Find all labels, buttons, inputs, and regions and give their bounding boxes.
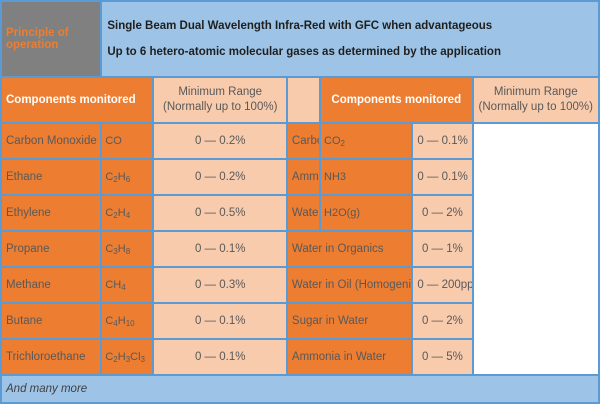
component-name: Propane [0,230,103,268]
component-range: 0 — 0.1% [411,122,474,160]
left-components-header: Components monitored [0,76,155,124]
component-name: Carbon Monoxide [0,122,103,160]
range-header-line2: (Normally up to 100%) [478,101,593,113]
principle-line-2: Up to 6 hetero-atomic molecular gases as… [107,46,501,58]
component-name: Water in Gases [285,194,322,232]
range-header-line2: (Normally up to 100%) [163,101,278,113]
footer-note: And many more [0,374,600,404]
component-name: Ammonia [285,158,322,196]
table-row: Trichloroethane C2H3Cl3 0 — 0.1% Ammonia in… [0,338,599,376]
component-range: 0 — 5% [411,338,474,376]
right-components-header: Components monitored [319,76,474,124]
component-name: Carbon Dioxide [285,122,322,160]
table-row: Butane C4H10 0 — 0.1% Sugar in Water 0 — 2% [0,302,599,340]
component-formula: C2H4 [100,194,155,232]
component-name: Butane [0,302,103,340]
component-formula: CH4 [100,266,155,304]
right-range-header: Minimum Range (Normally up to 100%) [471,76,600,124]
component-range: 0 — 0.5% [152,194,288,232]
range-header-line1: Minimum Range [493,86,578,98]
component-name: Water in Oil (Homogenised) [285,266,414,304]
component-range: 0 — 0.1% [152,302,288,340]
component-range: 0 — 0.1% [411,158,474,196]
component-range: 0 — 2% [411,302,474,340]
component-range: 0 — 0.1% [152,230,288,268]
component-range: 0 — 0.1% [152,338,288,376]
component-formula: H2O(g) [319,194,414,232]
component-formula: C2H3Cl3 [100,338,155,376]
component-range: 0 — 0.2% [152,158,288,196]
principle-line-1: Single Beam Dual Wavelength Infra-Red wi… [107,20,493,32]
component-formula: CO [100,122,155,160]
component-formula: CO2 [319,122,414,160]
component-name: Trichloroethane [0,338,103,376]
component-name: Ethylene [0,194,103,232]
range-header-line1: Minimum Range [178,86,263,98]
component-range: 0 — 1% [411,230,474,268]
component-formula: C2H6 [100,158,155,196]
principle-description: Single Beam Dual Wavelength Infra-Red wi… [100,0,600,78]
component-name: Water in Organics [285,230,414,268]
principle-label: Principle of operation [0,0,103,78]
component-range: 0 — 200ppm [411,266,474,304]
component-name: Sugar in Water [285,302,414,340]
component-range: 0 — 2% [411,194,474,232]
component-formula: C3H8 [100,230,155,268]
table-row: Propane C3H8 0 — 0.1% Water in Organics 0 — … [0,230,599,268]
component-formula: C4H10 [100,302,155,340]
component-name: Ethane [0,158,103,196]
component-range: 0 — 0.2% [152,122,288,160]
table-row: Methane CH4 0 — 0.3% Water in Oil (Homogeni… [0,266,599,304]
component-name: Methane [0,266,103,304]
column-spacer [285,76,322,124]
left-range-header: Minimum Range (Normally up to 100%) [152,76,288,124]
component-name: Ammonia in Water [285,338,414,376]
component-formula: NH3 [319,158,414,196]
component-range: 0 — 0.3% [152,266,288,304]
